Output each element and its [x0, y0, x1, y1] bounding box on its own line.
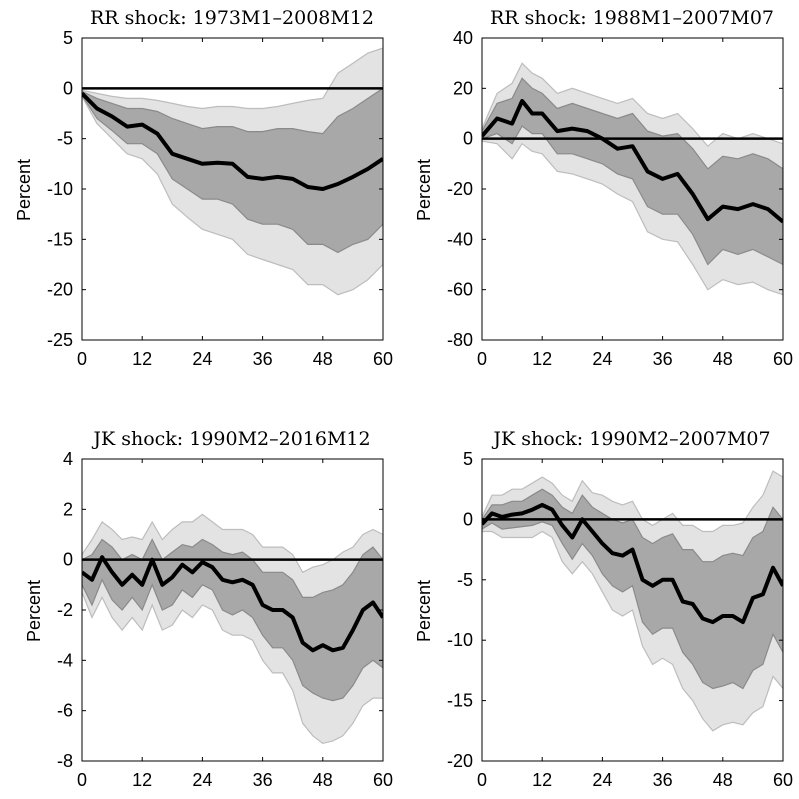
- x-tick-label: 36: [653, 349, 673, 369]
- y-tick-label: 40: [453, 28, 473, 48]
- x-tick-label: 36: [253, 349, 273, 369]
- y-tick-label: 0: [63, 78, 73, 98]
- panel-title: RR shock: 1988M1–2007M07: [490, 7, 774, 29]
- impulse-response-line: [482, 98, 783, 224]
- y-tick-label: -15: [447, 691, 473, 711]
- y-tick-label: 4: [63, 449, 73, 469]
- x-tick-label: 48: [313, 770, 333, 790]
- impulse-response-line: [482, 502, 783, 625]
- panel-jk-shock-1990-2016: JK shock: 1990M2–2016M12 Percent 0 12 24 36…: [24, 428, 393, 790]
- x-tick-label: 36: [253, 770, 273, 790]
- x-tick-label: 24: [592, 770, 612, 790]
- y-tick-label: -2: [57, 600, 73, 620]
- y-tick-label: 5: [463, 449, 473, 469]
- plot-area: [82, 513, 383, 745]
- inner-confidence-band: [82, 538, 383, 702]
- y-tick-label: -80: [447, 330, 473, 350]
- x-tick-label: 12: [532, 770, 552, 790]
- x-tick-label: 12: [132, 770, 152, 790]
- y-tick-label: -8: [57, 751, 73, 771]
- y-axis-label: Percent: [414, 580, 434, 642]
- y-tick-label: -5: [457, 570, 473, 590]
- y-tick-label: -4: [57, 650, 73, 670]
- y-tick-label: 0: [463, 129, 473, 149]
- impulse-response-line: [82, 91, 383, 191]
- x-tick-label: 24: [592, 349, 612, 369]
- x-tick-label: 12: [532, 349, 552, 369]
- x-tick-label: 60: [373, 770, 393, 790]
- y-tick-label: 20: [453, 78, 473, 98]
- panel-title: JK shock: 1990M2–2016M12: [91, 428, 370, 450]
- inner-confidence-band: [82, 87, 383, 254]
- x-tick-label: 24: [192, 770, 212, 790]
- x-tick-label: 24: [192, 349, 212, 369]
- x-tick-label: 48: [313, 349, 333, 369]
- plot-area: [482, 62, 783, 296]
- plot-area: [82, 47, 383, 296]
- y-tick-label: -6: [57, 701, 73, 721]
- x-tick-label: 60: [373, 349, 393, 369]
- panel-title: JK shock: 1990M2–2007M07: [491, 428, 770, 450]
- y-tick-label: -20: [447, 751, 473, 771]
- y-tick-label: 0: [63, 550, 73, 570]
- y-tick-label: 2: [63, 499, 73, 519]
- y-tick-label: -10: [447, 630, 473, 650]
- x-tick-label: 48: [713, 770, 733, 790]
- y-tick-label: -60: [447, 280, 473, 300]
- panel-title: RR shock: 1973M1–2008M12: [90, 7, 374, 29]
- y-tick-label: 0: [463, 509, 473, 529]
- y-tick-label: -15: [47, 229, 73, 249]
- x-tick-label: 0: [77, 349, 87, 369]
- y-axis-label: Percent: [24, 580, 44, 642]
- x-tick-label: 48: [713, 349, 733, 369]
- x-tick-label: 0: [77, 770, 87, 790]
- x-tick-label: 12: [132, 349, 152, 369]
- x-tick-label: 0: [477, 349, 487, 369]
- x-tick-label: 60: [773, 770, 793, 790]
- y-tick-label: -5: [57, 129, 73, 149]
- y-tick-label: -25: [47, 330, 73, 350]
- plot-area: [482, 470, 783, 732]
- y-tick-label: -10: [47, 179, 73, 199]
- y-tick-label: -20: [47, 280, 73, 300]
- x-tick-label: 0: [477, 770, 487, 790]
- impulse-response-line: [82, 555, 383, 653]
- y-tick-label: -40: [447, 229, 473, 249]
- panel-jk-shock-1990-2007: JK shock: 1990M2–2007M07 Percent 0 12 24 36…: [414, 428, 793, 790]
- axis-frame: [481, 458, 784, 762]
- panel-rr-shock-1988-2007: RR shock: 1988M1–2007M07 Percent 0 12 24 36…: [414, 7, 793, 369]
- inner-confidence-band: [482, 488, 783, 690]
- y-axis-label: Percent: [14, 159, 34, 221]
- panel-rr-shock-1973-2008: RR shock: 1973M1–2008M12 Percent 0 12 24 36…: [14, 7, 393, 369]
- y-tick-label: -20: [447, 179, 473, 199]
- y-axis-label: Percent: [414, 159, 434, 221]
- y-tick-label: 5: [63, 28, 73, 48]
- x-tick-label: 36: [653, 770, 673, 790]
- x-tick-label: 60: [773, 349, 793, 369]
